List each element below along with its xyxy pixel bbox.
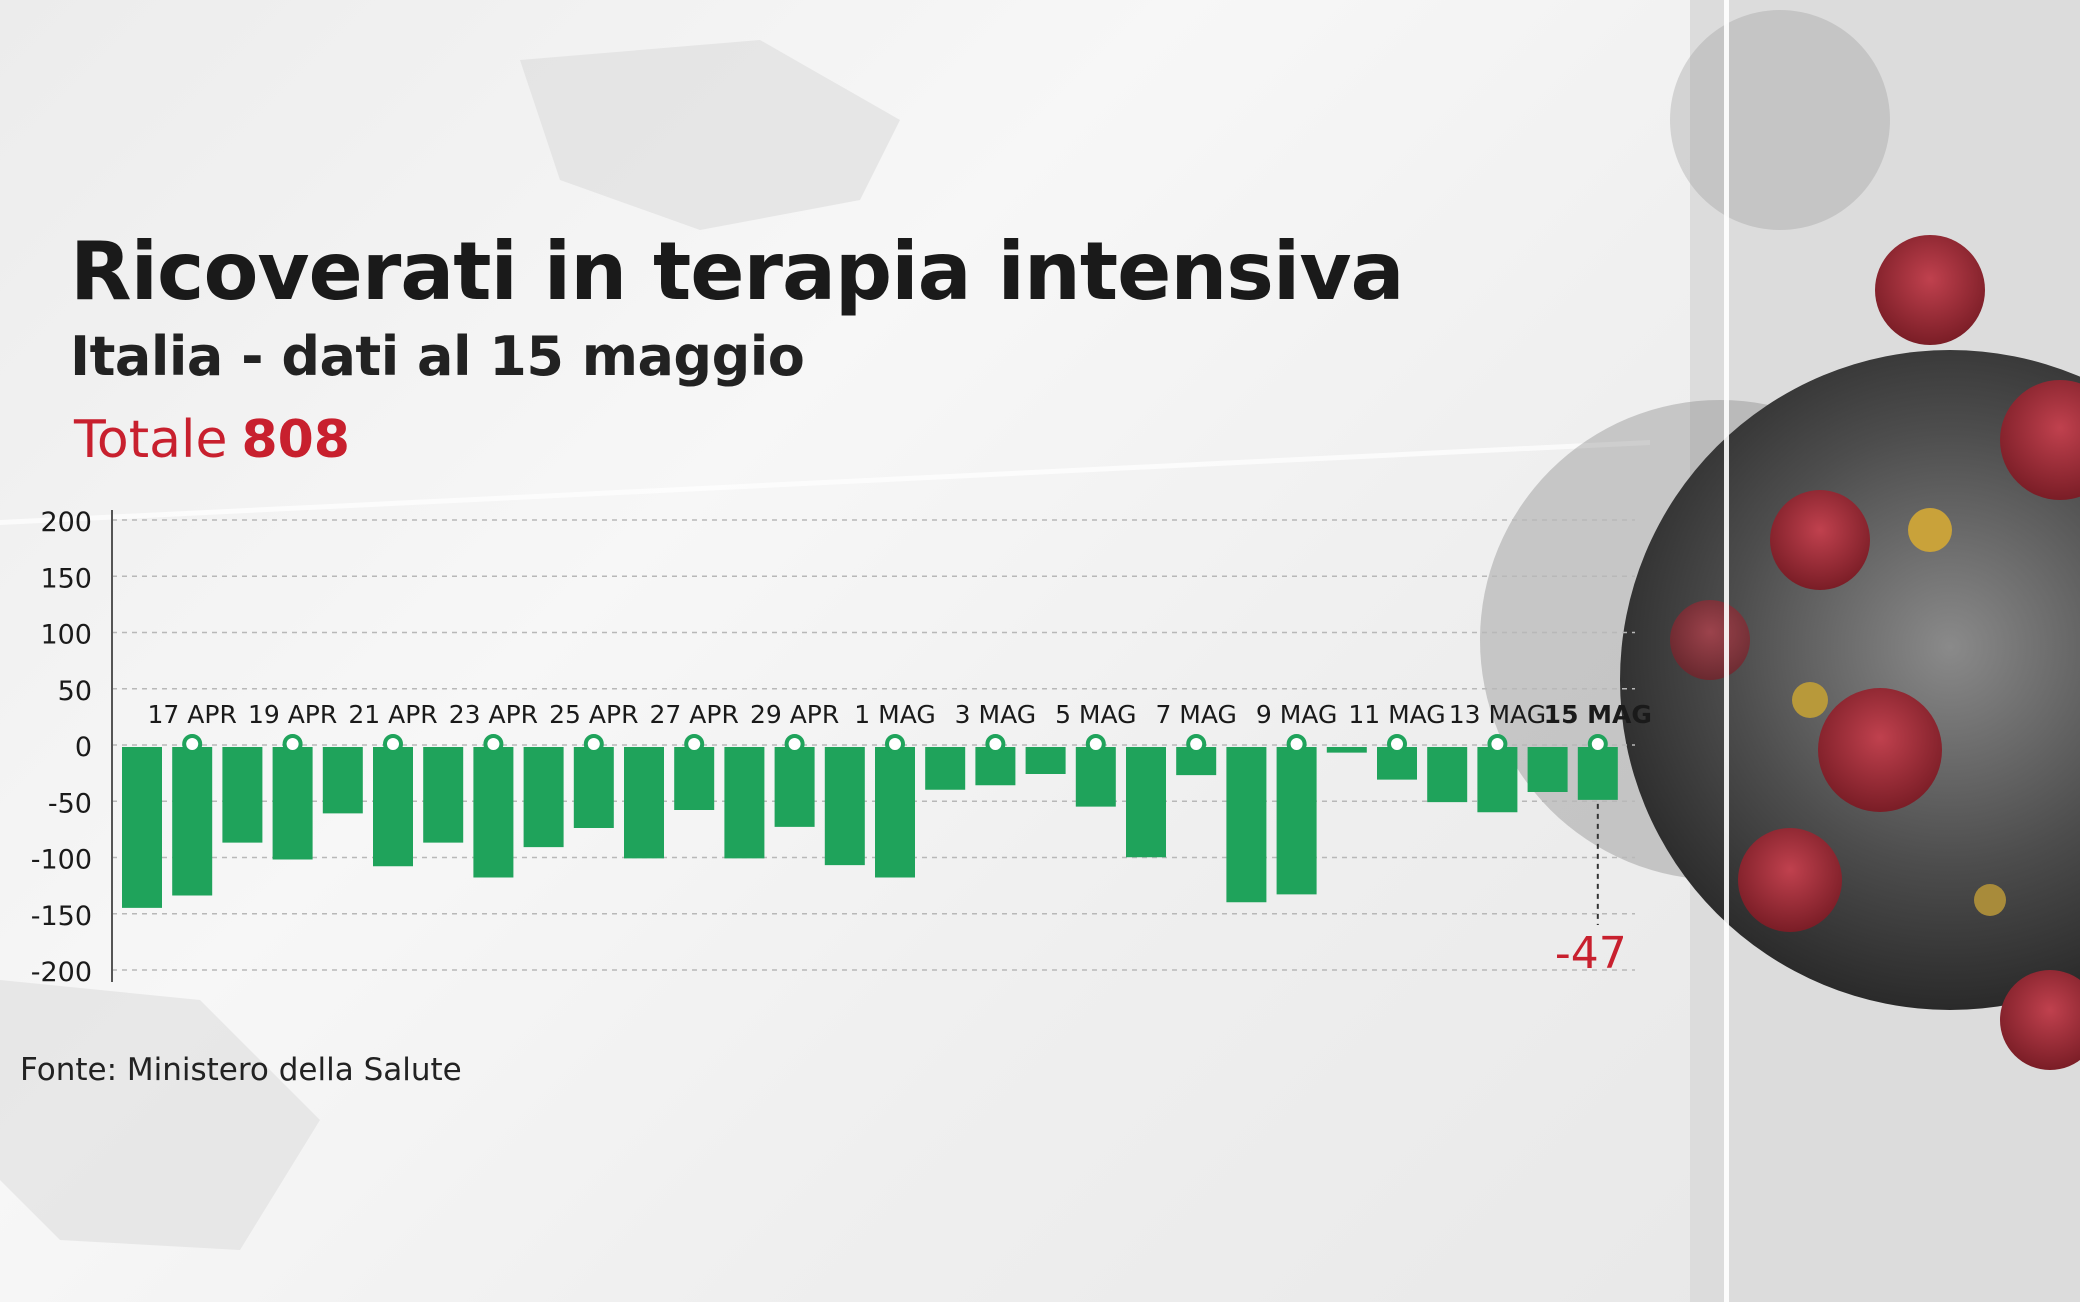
x-tick-label: 21 APR (348, 700, 437, 729)
chart-bars (122, 747, 1618, 908)
bar (1226, 747, 1267, 903)
x-tick-marker (182, 734, 203, 754)
source-note: Fonte: Ministero della Salute (20, 1052, 462, 1088)
bar (373, 747, 413, 867)
bar (423, 747, 464, 843)
world-map-shape (520, 40, 900, 230)
y-tick-label: -50 (48, 788, 92, 819)
y-tick-label: -100 (31, 845, 92, 876)
bar (272, 747, 313, 860)
x-tick-marker (483, 734, 504, 754)
x-tick-label: 19 APR (248, 700, 337, 729)
total-value: 808 (241, 410, 350, 470)
x-tick-marker (1085, 734, 1106, 754)
x-axis-labels: 17 APR 19 APR 21 APR 23 APR 25 APR 27 APR 29 A… (148, 700, 1652, 754)
y-tick-label: -150 (31, 901, 92, 932)
y-tick-label: -200 (31, 957, 92, 988)
bar-chart: 200 150 100 50 0 -50 -100 -150 -200 17 APR 19 APR… (31, 507, 1652, 988)
bar (473, 747, 514, 878)
bar (1427, 747, 1468, 803)
y-tick-label: 150 (40, 563, 92, 594)
x-tick-label: 25 APR (549, 700, 638, 729)
bar (1075, 747, 1116, 807)
page-title: Ricoverati in terapia intensiva (70, 225, 1404, 318)
x-tick-marker (1286, 734, 1307, 754)
bar (322, 747, 363, 814)
x-tick-marker (784, 734, 805, 754)
y-tick-label: 100 (40, 620, 92, 651)
y-tick-label: 0 (75, 732, 92, 763)
bar (674, 747, 715, 810)
y-tick-label: 200 (40, 507, 92, 538)
y-axis-ticks: 200 150 100 50 0 -50 -100 -150 -200 (31, 507, 92, 988)
page-subtitle: Italia - dati al 15 maggio (70, 325, 805, 388)
chart-annotation: -47 (1555, 803, 1627, 979)
x-tick-marker (1186, 734, 1207, 754)
x-tick-marker (1587, 734, 1608, 754)
bar (1326, 747, 1367, 753)
x-tick-marker (684, 734, 705, 754)
x-tick-label: 27 APR (650, 700, 739, 729)
x-tick-marker (383, 734, 403, 754)
annotation-label: -47 (1555, 928, 1627, 979)
bar (122, 747, 162, 908)
x-tick-marker (1487, 734, 1508, 754)
x-tick-label: 29 APR (750, 700, 839, 729)
chart-grid (112, 519, 1635, 971)
total-label: Totale (74, 410, 228, 470)
bar (1577, 747, 1618, 800)
x-tick-label: 17 APR (148, 700, 237, 729)
x-tick-label: 3 MAG (955, 700, 1036, 729)
x-tick-marker (985, 734, 1006, 754)
bar (624, 747, 664, 859)
x-tick-marker (282, 734, 303, 754)
bar (1527, 747, 1568, 792)
bar (1276, 747, 1317, 895)
bar (1477, 747, 1518, 813)
bar (222, 747, 263, 843)
x-tick-marker (885, 734, 905, 754)
total-summary: Totale 808 (74, 410, 350, 470)
x-tick-marker (1387, 734, 1407, 754)
x-tick-label: 11 MAG (1348, 700, 1445, 729)
x-tick-label: 9 MAG (1256, 700, 1337, 729)
bar (925, 747, 966, 790)
bar (724, 747, 765, 859)
x-tick-marker (583, 734, 604, 754)
bar (523, 747, 564, 848)
x-tick-label: 23 APR (449, 700, 538, 729)
x-tick-label: 13 MAG (1449, 700, 1546, 729)
x-tick-label: 15 MAG (1544, 700, 1652, 729)
bar (172, 747, 213, 896)
bar (875, 747, 915, 878)
x-tick-label: 1 MAG (854, 700, 935, 729)
bar (774, 747, 815, 827)
world-map-shape (0, 980, 320, 1250)
bar (1025, 747, 1066, 774)
x-tick-label: 5 MAG (1055, 700, 1136, 729)
y-tick-label: 50 (58, 676, 92, 707)
bar (824, 747, 865, 866)
bar (1126, 747, 1166, 858)
bar (573, 747, 614, 828)
x-tick-label: 7 MAG (1155, 700, 1236, 729)
